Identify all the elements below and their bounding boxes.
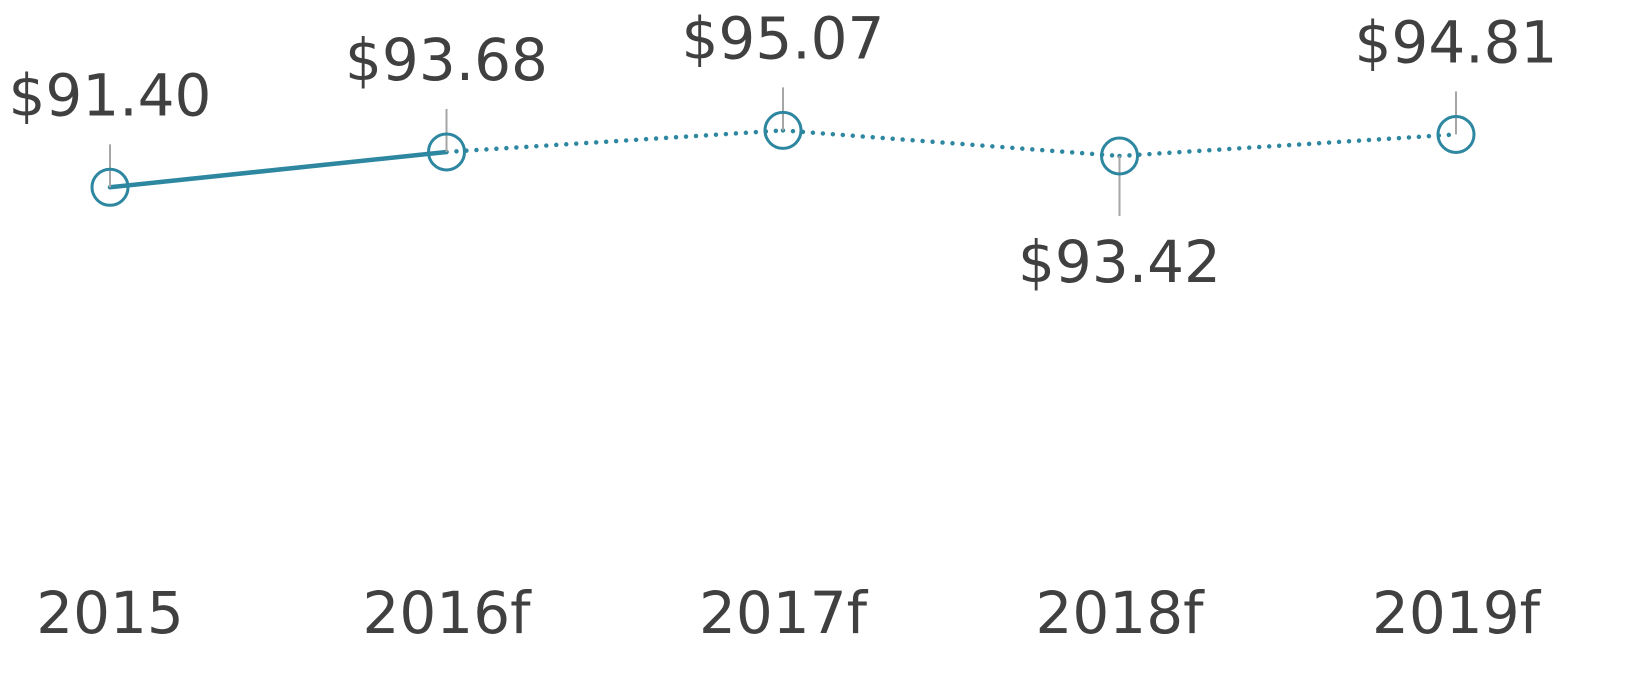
x-tick-label: 2015 <box>36 579 184 647</box>
x-tick-label: 2017f <box>699 579 869 647</box>
marker <box>1436 114 1476 154</box>
x-tick-label: 2016f <box>362 579 532 647</box>
line-segment <box>1117 132 1459 159</box>
value-label: $95.07 <box>682 5 885 73</box>
marker <box>90 167 130 207</box>
value-label: $91.40 <box>9 61 212 129</box>
line-segment <box>107 149 449 190</box>
marker <box>427 132 466 172</box>
marker <box>763 110 803 150</box>
value-label: $93.68 <box>345 26 548 94</box>
value-label: $94.81 <box>1355 9 1558 77</box>
marker <box>1100 136 1139 176</box>
x-tick-label: 2018f <box>1035 579 1205 647</box>
line-segment <box>780 128 1122 159</box>
x-tick-label: 2019f <box>1372 579 1542 647</box>
value-label: $93.42 <box>1018 228 1221 296</box>
line-segment <box>444 128 786 155</box>
